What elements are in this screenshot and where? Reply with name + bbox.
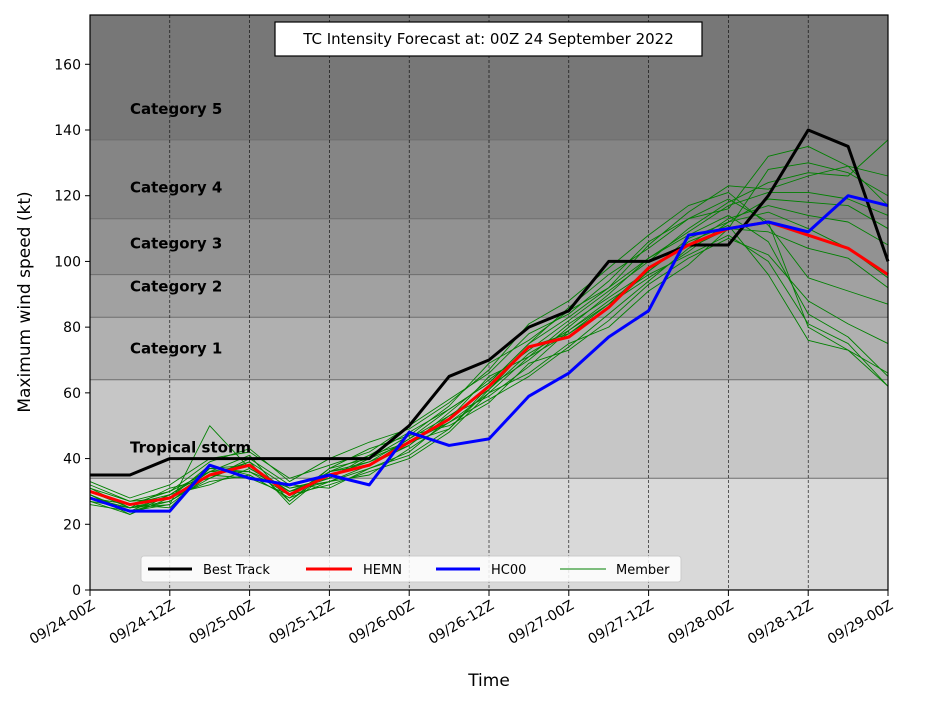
band-label-tropical-storm: Tropical storm xyxy=(130,438,251,456)
legend-member-label: Member xyxy=(616,563,670,578)
y-tick-label: 80 xyxy=(63,320,81,336)
legend-box xyxy=(140,555,682,583)
y-tick-label: 120 xyxy=(54,189,81,205)
y-tick-label: 60 xyxy=(63,386,81,402)
y-tick-label: 40 xyxy=(63,452,81,468)
vertical-grid xyxy=(169,15,809,590)
legend-best-track-label: Best Track xyxy=(203,563,270,578)
band-label-category-4: Category 4 xyxy=(130,179,222,197)
legend: Best Track HEMN HC00 Member xyxy=(140,555,682,583)
band-label-category-3: Category 3 xyxy=(130,235,222,253)
x-tick-label: 09/26-12Z xyxy=(426,598,497,648)
band-label-category-2: Category 2 xyxy=(130,277,222,295)
x-tick-label: 09/28-12Z xyxy=(745,598,816,648)
band-label-category-5: Category 5 xyxy=(130,100,222,118)
category-labels: Tropical storm Category 1 Category 2 Catego… xyxy=(130,100,251,456)
member-line xyxy=(89,139,889,515)
y-axis-ticks: 0 20 40 60 80 100 120 140 160 xyxy=(54,57,90,599)
category-boundaries xyxy=(90,139,888,479)
y-axis-label: Maximum wind speed (kt) xyxy=(15,191,35,412)
band-label-category-1: Category 1 xyxy=(130,340,222,358)
x-tick-label: 09/24-12Z xyxy=(107,598,178,648)
x-tick-label: 09/26-00Z xyxy=(346,598,417,648)
band-tropical-storm xyxy=(90,379,888,479)
x-tick-label: 09/27-00Z xyxy=(506,598,577,648)
y-tick-label: 100 xyxy=(54,254,81,270)
chart-title: TC Intensity Forecast at: 00Z 24 Septemb… xyxy=(302,30,674,48)
member-line xyxy=(89,145,889,499)
y-tick-label: 20 xyxy=(63,517,81,533)
x-axis-label: Time xyxy=(467,671,510,691)
x-tick-label: 09/25-00Z xyxy=(187,598,258,648)
x-axis-ticks: 09/24-00Z 09/24-12Z 09/25-00Z 09/25-12Z 09/2… xyxy=(27,590,896,648)
x-tick-label: 09/25-12Z xyxy=(266,598,337,648)
member-line xyxy=(89,165,889,512)
x-tick-label: 09/24-00Z xyxy=(27,598,98,648)
x-tick-label: 09/29-00Z xyxy=(825,598,896,648)
legend-hc00-label: HC00 xyxy=(491,563,526,578)
title-box: TC Intensity Forecast at: 00Z 24 Septemb… xyxy=(274,21,703,57)
series-line-best-track xyxy=(90,128,890,477)
x-tick-label: 09/27-12Z xyxy=(586,598,657,648)
legend-hemn-label: HEMN xyxy=(363,563,402,578)
member-lines xyxy=(89,139,889,515)
series-line-hc00 xyxy=(89,194,889,513)
y-tick-label: 160 xyxy=(54,57,81,73)
main-series xyxy=(89,128,890,513)
y-tick-label: 0 xyxy=(72,583,81,599)
y-tick-label: 140 xyxy=(54,123,81,139)
x-tick-label: 09/28-00Z xyxy=(665,598,736,648)
